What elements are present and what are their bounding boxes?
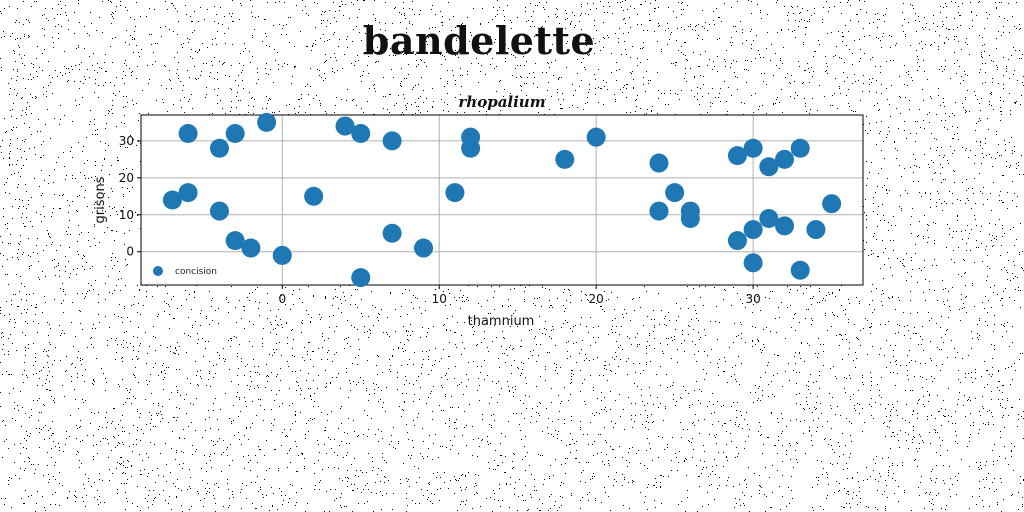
scatter-point xyxy=(790,260,810,280)
scatter-point xyxy=(382,131,402,151)
scatter-point xyxy=(335,116,355,136)
scatter-point xyxy=(727,231,747,251)
x-tick-label: 0 xyxy=(278,292,286,306)
scatter-point xyxy=(382,223,402,243)
data-points xyxy=(162,112,842,288)
scatter-point xyxy=(555,149,575,169)
scatter-point xyxy=(759,208,779,228)
y-axis-label: grisons xyxy=(93,176,108,223)
legend: concision xyxy=(153,266,217,277)
plot-title: rhopalium xyxy=(458,93,545,111)
scatter-point xyxy=(414,238,434,258)
scatter-point xyxy=(209,138,229,158)
scatter-point xyxy=(257,112,277,132)
legend-label: concision xyxy=(175,267,217,277)
scatter-point xyxy=(680,208,700,228)
scatter-point xyxy=(759,157,779,177)
x-tick-label: 20 xyxy=(589,292,604,306)
y-tick-label: 20 xyxy=(119,171,134,185)
scatter-point xyxy=(775,149,795,169)
page-title: bandelette xyxy=(362,18,596,63)
scatter-point xyxy=(351,123,371,143)
x-tick-label: 30 xyxy=(745,292,760,306)
scatter-point xyxy=(225,123,245,143)
legend-marker xyxy=(153,266,163,276)
scatter-point xyxy=(775,216,795,236)
y-tick-label: 30 xyxy=(119,134,134,148)
scatter-point xyxy=(743,220,763,240)
scatter-point xyxy=(445,183,465,203)
scatter-point xyxy=(790,138,810,158)
scatter-point xyxy=(461,138,481,158)
scatter-point xyxy=(586,127,606,147)
scatter-point xyxy=(209,201,229,221)
scatter-point xyxy=(351,268,371,288)
scatter-point xyxy=(178,183,198,203)
x-tick-label: 10 xyxy=(432,292,447,306)
scatter-point xyxy=(649,153,669,173)
plot-background xyxy=(141,115,863,285)
y-tick-label: 0 xyxy=(126,245,134,259)
scatter-point xyxy=(665,183,685,203)
scatter-point xyxy=(649,201,669,221)
scatter-point xyxy=(162,190,182,210)
y-tick-label: 10 xyxy=(119,208,134,222)
scatter-point xyxy=(822,194,842,214)
scatter-point xyxy=(241,238,261,258)
x-axis-label: thamnium xyxy=(468,314,535,329)
scatter-point xyxy=(225,231,245,251)
scatter-point xyxy=(272,245,292,265)
scatter-point xyxy=(178,123,198,143)
scatter-point xyxy=(727,146,747,166)
scatter-point xyxy=(743,253,763,273)
scatter-point xyxy=(806,220,826,240)
axis-ticks: 0 10 20 30 0 10 20 30 xyxy=(119,134,761,306)
scatter-point xyxy=(743,138,763,158)
scatter-point xyxy=(304,186,324,206)
plot-frame xyxy=(140,114,864,286)
